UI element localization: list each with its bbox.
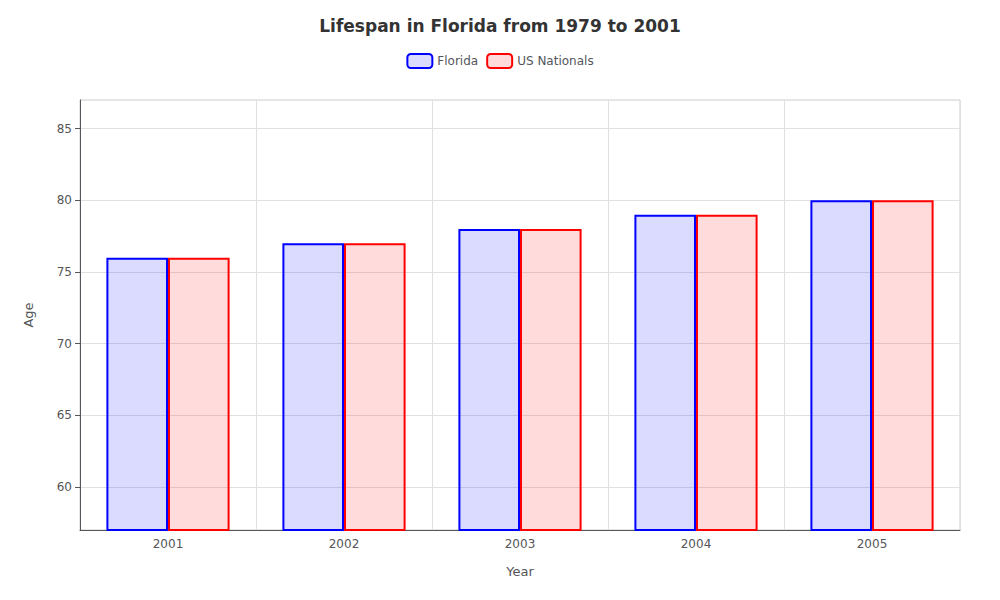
svg-text:Florida: Florida <box>437 54 478 68</box>
svg-text:2004: 2004 <box>681 537 712 551</box>
svg-text:2002: 2002 <box>329 537 360 551</box>
svg-text:80: 80 <box>57 193 72 207</box>
svg-text:US Nationals: US Nationals <box>517 54 593 68</box>
svg-text:Year: Year <box>505 564 534 579</box>
svg-text:65: 65 <box>57 408 72 422</box>
svg-text:85: 85 <box>57 122 72 136</box>
svg-text:70: 70 <box>57 337 72 351</box>
svg-text:2003: 2003 <box>505 537 536 551</box>
svg-text:2005: 2005 <box>857 537 888 551</box>
svg-text:2001: 2001 <box>153 537 184 551</box>
svg-text:60: 60 <box>57 480 72 494</box>
svg-text:Age: Age <box>21 302 36 327</box>
svg-text:Lifespan in Florida from 1979: Lifespan in Florida from 1979 to 2001 <box>319 16 680 36</box>
svg-text:75: 75 <box>57 265 72 279</box>
